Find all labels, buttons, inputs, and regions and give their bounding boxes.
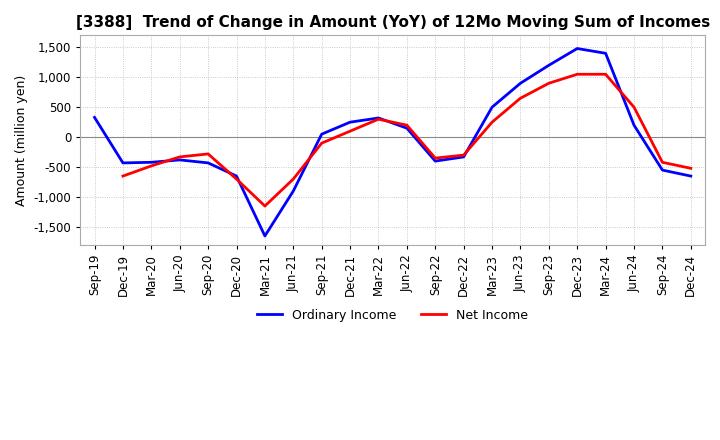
Net Income <box>516 95 525 101</box>
Net Income <box>601 72 610 77</box>
Ordinary Income <box>459 154 468 160</box>
Net Income <box>374 117 383 122</box>
Y-axis label: Amount (million yen): Amount (million yen) <box>15 74 28 206</box>
Net Income <box>346 128 354 134</box>
Net Income <box>573 72 582 77</box>
Net Income <box>289 176 297 182</box>
Net Income <box>232 176 240 182</box>
Ordinary Income <box>544 62 553 68</box>
Ordinary Income <box>176 157 184 162</box>
Line: Ordinary Income: Ordinary Income <box>94 48 690 236</box>
Ordinary Income <box>147 160 156 165</box>
Ordinary Income <box>374 115 383 121</box>
Net Income <box>402 122 411 128</box>
Net Income <box>686 165 695 171</box>
Ordinary Income <box>119 160 127 165</box>
Net Income <box>119 173 127 179</box>
Net Income <box>459 153 468 158</box>
Ordinary Income <box>90 115 99 120</box>
Net Income <box>487 120 496 125</box>
Ordinary Income <box>573 46 582 51</box>
Ordinary Income <box>487 105 496 110</box>
Ordinary Income <box>232 173 240 179</box>
Legend: Ordinary Income, Net Income: Ordinary Income, Net Income <box>252 304 534 327</box>
Ordinary Income <box>516 81 525 86</box>
Line: Net Income: Net Income <box>123 74 690 206</box>
Ordinary Income <box>204 160 212 165</box>
Net Income <box>176 154 184 160</box>
Ordinary Income <box>658 168 667 173</box>
Ordinary Income <box>261 233 269 238</box>
Net Income <box>204 151 212 157</box>
Net Income <box>658 160 667 165</box>
Ordinary Income <box>601 51 610 56</box>
Ordinary Income <box>289 188 297 194</box>
Ordinary Income <box>402 125 411 131</box>
Ordinary Income <box>318 132 326 137</box>
Title: [3388]  Trend of Change in Amount (YoY) of 12Mo Moving Sum of Incomes: [3388] Trend of Change in Amount (YoY) o… <box>76 15 710 30</box>
Ordinary Income <box>346 120 354 125</box>
Net Income <box>630 105 639 110</box>
Net Income <box>261 203 269 209</box>
Ordinary Income <box>686 173 695 179</box>
Net Income <box>147 163 156 169</box>
Net Income <box>431 155 440 161</box>
Ordinary Income <box>431 158 440 164</box>
Net Income <box>544 81 553 86</box>
Ordinary Income <box>630 122 639 128</box>
Net Income <box>318 140 326 146</box>
